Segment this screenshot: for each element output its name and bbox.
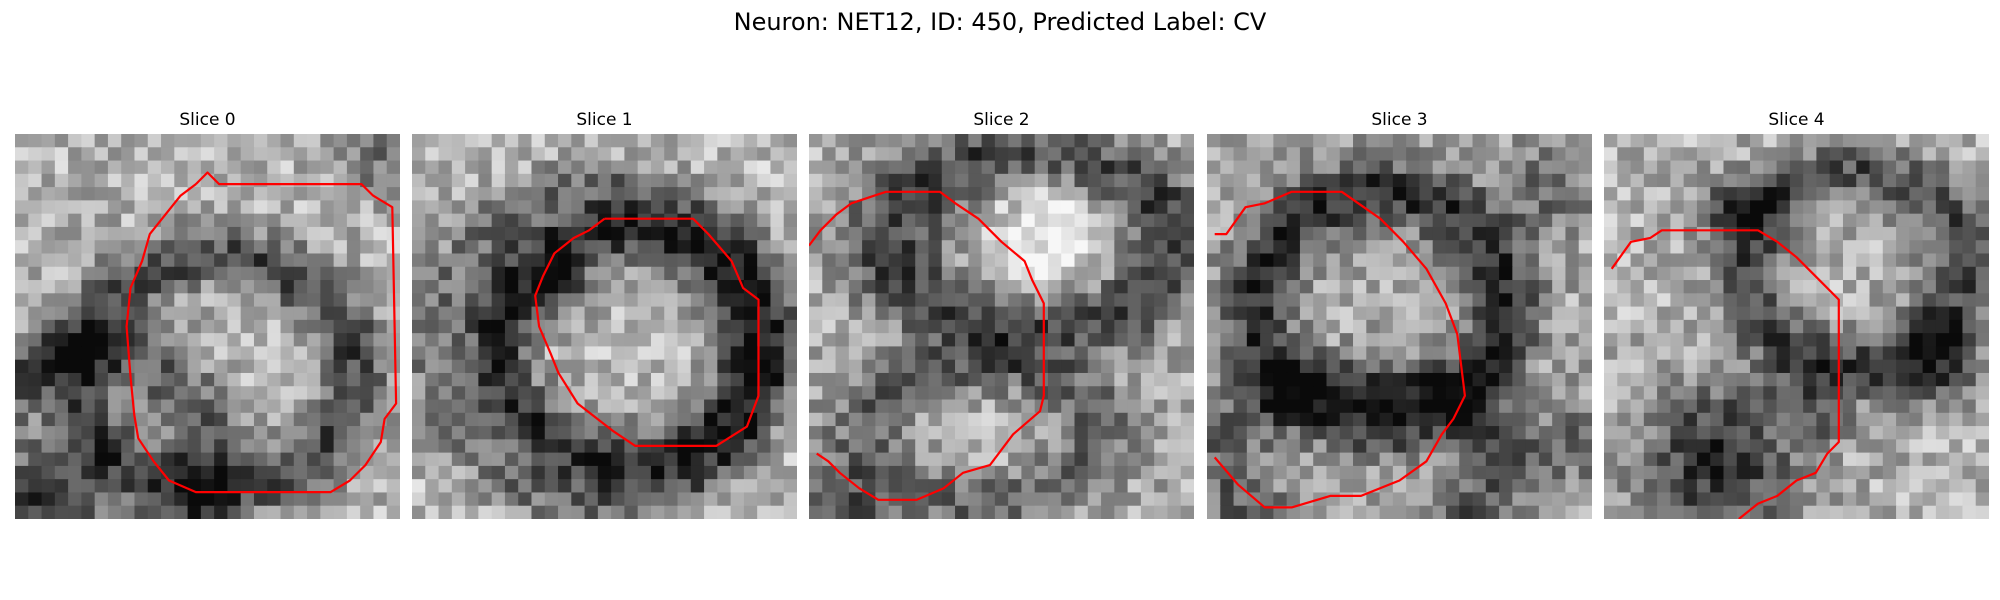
panel-title: Slice 0 xyxy=(179,110,236,130)
segmentation-contour xyxy=(1610,229,1840,519)
segmentation-contour xyxy=(1213,190,1466,509)
panel-title: Slice 1 xyxy=(576,110,633,130)
slice-image xyxy=(809,134,1194,519)
slice-image xyxy=(412,134,797,519)
segmentation-contour xyxy=(125,171,398,494)
panel-title: Slice 3 xyxy=(1371,110,1428,130)
grayscale-image xyxy=(15,134,400,519)
grayscale-image xyxy=(412,134,797,519)
slice-image xyxy=(15,134,400,519)
slice-image xyxy=(1604,134,1989,519)
panel-title: Slice 4 xyxy=(1768,110,1825,130)
panel-title: Slice 2 xyxy=(973,110,1030,130)
segmentation-contour xyxy=(534,217,760,447)
segmentation-contour xyxy=(809,190,1045,501)
grayscale-image xyxy=(1207,134,1592,519)
figure-title: Neuron: NET12, ID: 450, Predicted Label:… xyxy=(733,8,1267,36)
grayscale-image xyxy=(809,134,1194,519)
grayscale-image xyxy=(1604,134,1989,519)
slice-image xyxy=(1207,134,1592,519)
